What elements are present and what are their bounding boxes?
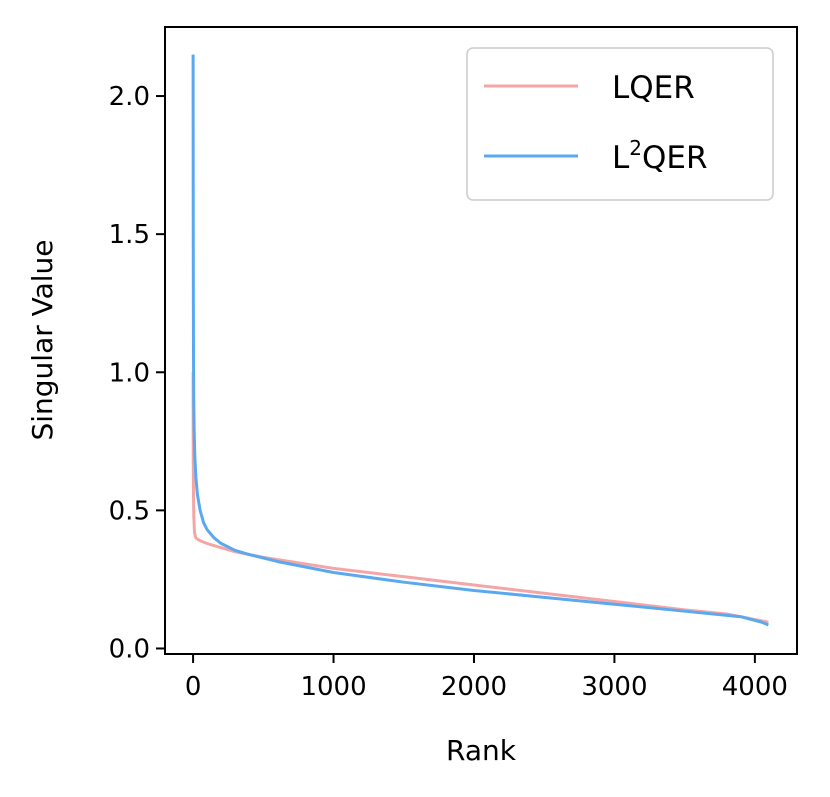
x-tick-label: 3000 <box>581 672 647 702</box>
x-axis-label: Rank <box>446 734 517 767</box>
legend-label-1: L2QER <box>612 136 708 176</box>
y-axis: 0.0 0.5 1.0 1.5 2.0 <box>109 82 165 664</box>
series-line-1 <box>191 54 769 627</box>
plot-frame <box>164 26 798 655</box>
y-axis-label: Singular Value <box>26 239 59 440</box>
y-tick-label: 1.0 <box>109 358 150 388</box>
x-tick-label: 0 <box>185 672 202 702</box>
x-tick-label: 1000 <box>300 672 366 702</box>
x-tick-label: 2000 <box>441 672 507 702</box>
series-line-0 <box>191 372 769 624</box>
y-tick-label: 2.0 <box>109 82 150 112</box>
x-axis: 0 1000 2000 3000 4000 <box>185 654 788 702</box>
y-tick-label: 0.0 <box>109 634 150 664</box>
legend: LQER L2QER <box>466 47 774 201</box>
plot-area <box>191 54 769 627</box>
legend-label-0: LQER <box>612 70 695 106</box>
y-tick-label: 0.5 <box>109 496 150 526</box>
x-tick-label: 4000 <box>722 672 788 702</box>
y-tick-label: 1.5 <box>109 220 150 250</box>
